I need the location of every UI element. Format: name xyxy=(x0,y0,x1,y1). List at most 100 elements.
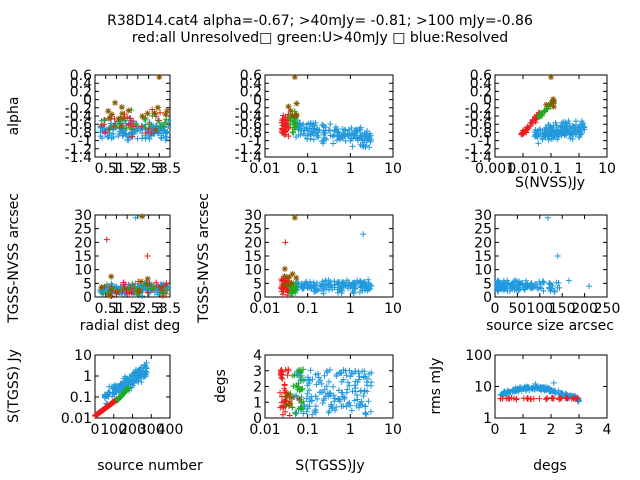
data-point-blue xyxy=(521,384,528,391)
y-tick-label: -1.4 xyxy=(235,150,262,166)
data-point-blue xyxy=(337,135,344,142)
data-point-blue xyxy=(341,126,348,133)
y-tick-label: 0.4 xyxy=(240,76,262,92)
data-point-olive xyxy=(154,104,161,111)
y-tick-label: 0.2 xyxy=(470,84,492,100)
data-point-blue xyxy=(307,132,314,139)
y-tick-label: -0.4 xyxy=(465,109,492,125)
data-point-red xyxy=(285,125,292,132)
data-point-blue xyxy=(319,283,326,290)
data-point-olive xyxy=(281,273,288,280)
y-tick-label: -0.6 xyxy=(465,117,492,133)
x-tick-label: 200 xyxy=(119,422,146,438)
y-tick-label: -0.8 xyxy=(235,125,262,141)
data-point-blue xyxy=(551,132,558,139)
data-point-blue xyxy=(499,286,506,293)
data-point-red xyxy=(279,411,286,418)
y-tick-label: 5 xyxy=(253,276,262,292)
data-point-green xyxy=(300,377,307,384)
data-point-green xyxy=(289,288,296,295)
data-point-red xyxy=(528,119,535,126)
data-point-blue xyxy=(344,386,351,393)
data-point-blue xyxy=(586,283,593,290)
data-point-blue xyxy=(578,121,585,128)
data-point-olive xyxy=(291,74,298,81)
x-tick-label: 3.5 xyxy=(159,301,181,317)
x-tick-label: 10 xyxy=(384,422,402,438)
data-point-blue xyxy=(307,367,314,374)
x-tick-label: 100 xyxy=(100,422,127,438)
data-point-blue xyxy=(321,386,328,393)
data-point-blue xyxy=(141,362,148,369)
data-point-blue xyxy=(358,133,365,140)
data-point-blue xyxy=(579,122,586,129)
data-point-blue xyxy=(132,214,139,221)
data-point-blue xyxy=(364,127,371,134)
data-point-olive xyxy=(286,273,293,280)
data-point-green xyxy=(133,120,140,127)
data-point-blue xyxy=(331,128,338,135)
data-point-blue xyxy=(322,286,329,293)
data-point-blue xyxy=(361,134,368,141)
data-point-blue xyxy=(537,283,544,290)
data-point-olive xyxy=(144,280,151,287)
y-tick-label: 0.1 xyxy=(70,390,92,406)
data-point-blue xyxy=(313,279,320,286)
data-point-red xyxy=(103,236,110,243)
y-tick-label: 15 xyxy=(474,249,492,265)
data-point-blue xyxy=(330,140,337,147)
data-point-blue xyxy=(543,383,550,390)
figure-title-line1: R38D14.cat4 alpha=-0.67; >40mJy= -0.81; … xyxy=(107,13,533,29)
y-axis-label: TGSS-NVSS arcsec xyxy=(6,193,22,324)
data-point-red xyxy=(528,396,535,403)
data-point-blue xyxy=(325,281,332,288)
data-point-green xyxy=(125,384,132,391)
data-point-blue xyxy=(163,134,170,141)
data-point-blue xyxy=(326,127,333,134)
data-point-blue xyxy=(105,389,112,396)
data-point-red xyxy=(525,124,532,131)
data-point-green xyxy=(300,366,307,373)
data-point-blue xyxy=(552,131,559,138)
y-axis-label: degs xyxy=(213,369,229,403)
data-point-red xyxy=(163,280,170,287)
data-point-blue xyxy=(298,284,305,291)
data-point-blue xyxy=(351,285,358,292)
data-point-blue xyxy=(368,369,375,376)
data-point-blue xyxy=(312,119,319,126)
data-point-blue xyxy=(350,370,357,377)
data-point-blue xyxy=(331,398,338,405)
data-point-blue xyxy=(346,382,353,389)
data-point-blue xyxy=(116,130,123,137)
data-point-red xyxy=(284,292,291,299)
data-point-blue xyxy=(131,377,138,384)
data-point-red xyxy=(282,129,289,136)
data-point-blue xyxy=(364,388,371,395)
x-tick-label: 0.5 xyxy=(95,301,117,317)
data-point-blue xyxy=(353,134,360,141)
data-point-blue xyxy=(555,127,562,134)
data-point-blue xyxy=(532,381,539,388)
data-point-blue xyxy=(304,374,311,381)
data-point-red xyxy=(144,253,151,259)
data-point-blue xyxy=(117,381,124,388)
y-tick-label: -1.4 xyxy=(65,150,92,166)
data-point-blue xyxy=(343,277,350,284)
data-point-blue xyxy=(327,121,334,128)
data-point-blue xyxy=(324,390,331,397)
data-point-blue xyxy=(547,123,554,130)
y-tick-label: 1 xyxy=(83,369,92,385)
y-tick-label: 0.2 xyxy=(240,84,262,100)
data-point-blue xyxy=(536,126,543,133)
y-axis-label: alpha xyxy=(6,97,22,136)
y-tick-label: -0.8 xyxy=(465,125,492,141)
data-point-green xyxy=(146,285,153,292)
x-tick-label: 2.5 xyxy=(137,161,159,177)
data-point-blue xyxy=(353,402,360,409)
data-point-blue xyxy=(360,231,367,238)
data-point-blue xyxy=(536,278,543,285)
data-point-red xyxy=(159,292,166,299)
data-point-red xyxy=(523,129,530,136)
